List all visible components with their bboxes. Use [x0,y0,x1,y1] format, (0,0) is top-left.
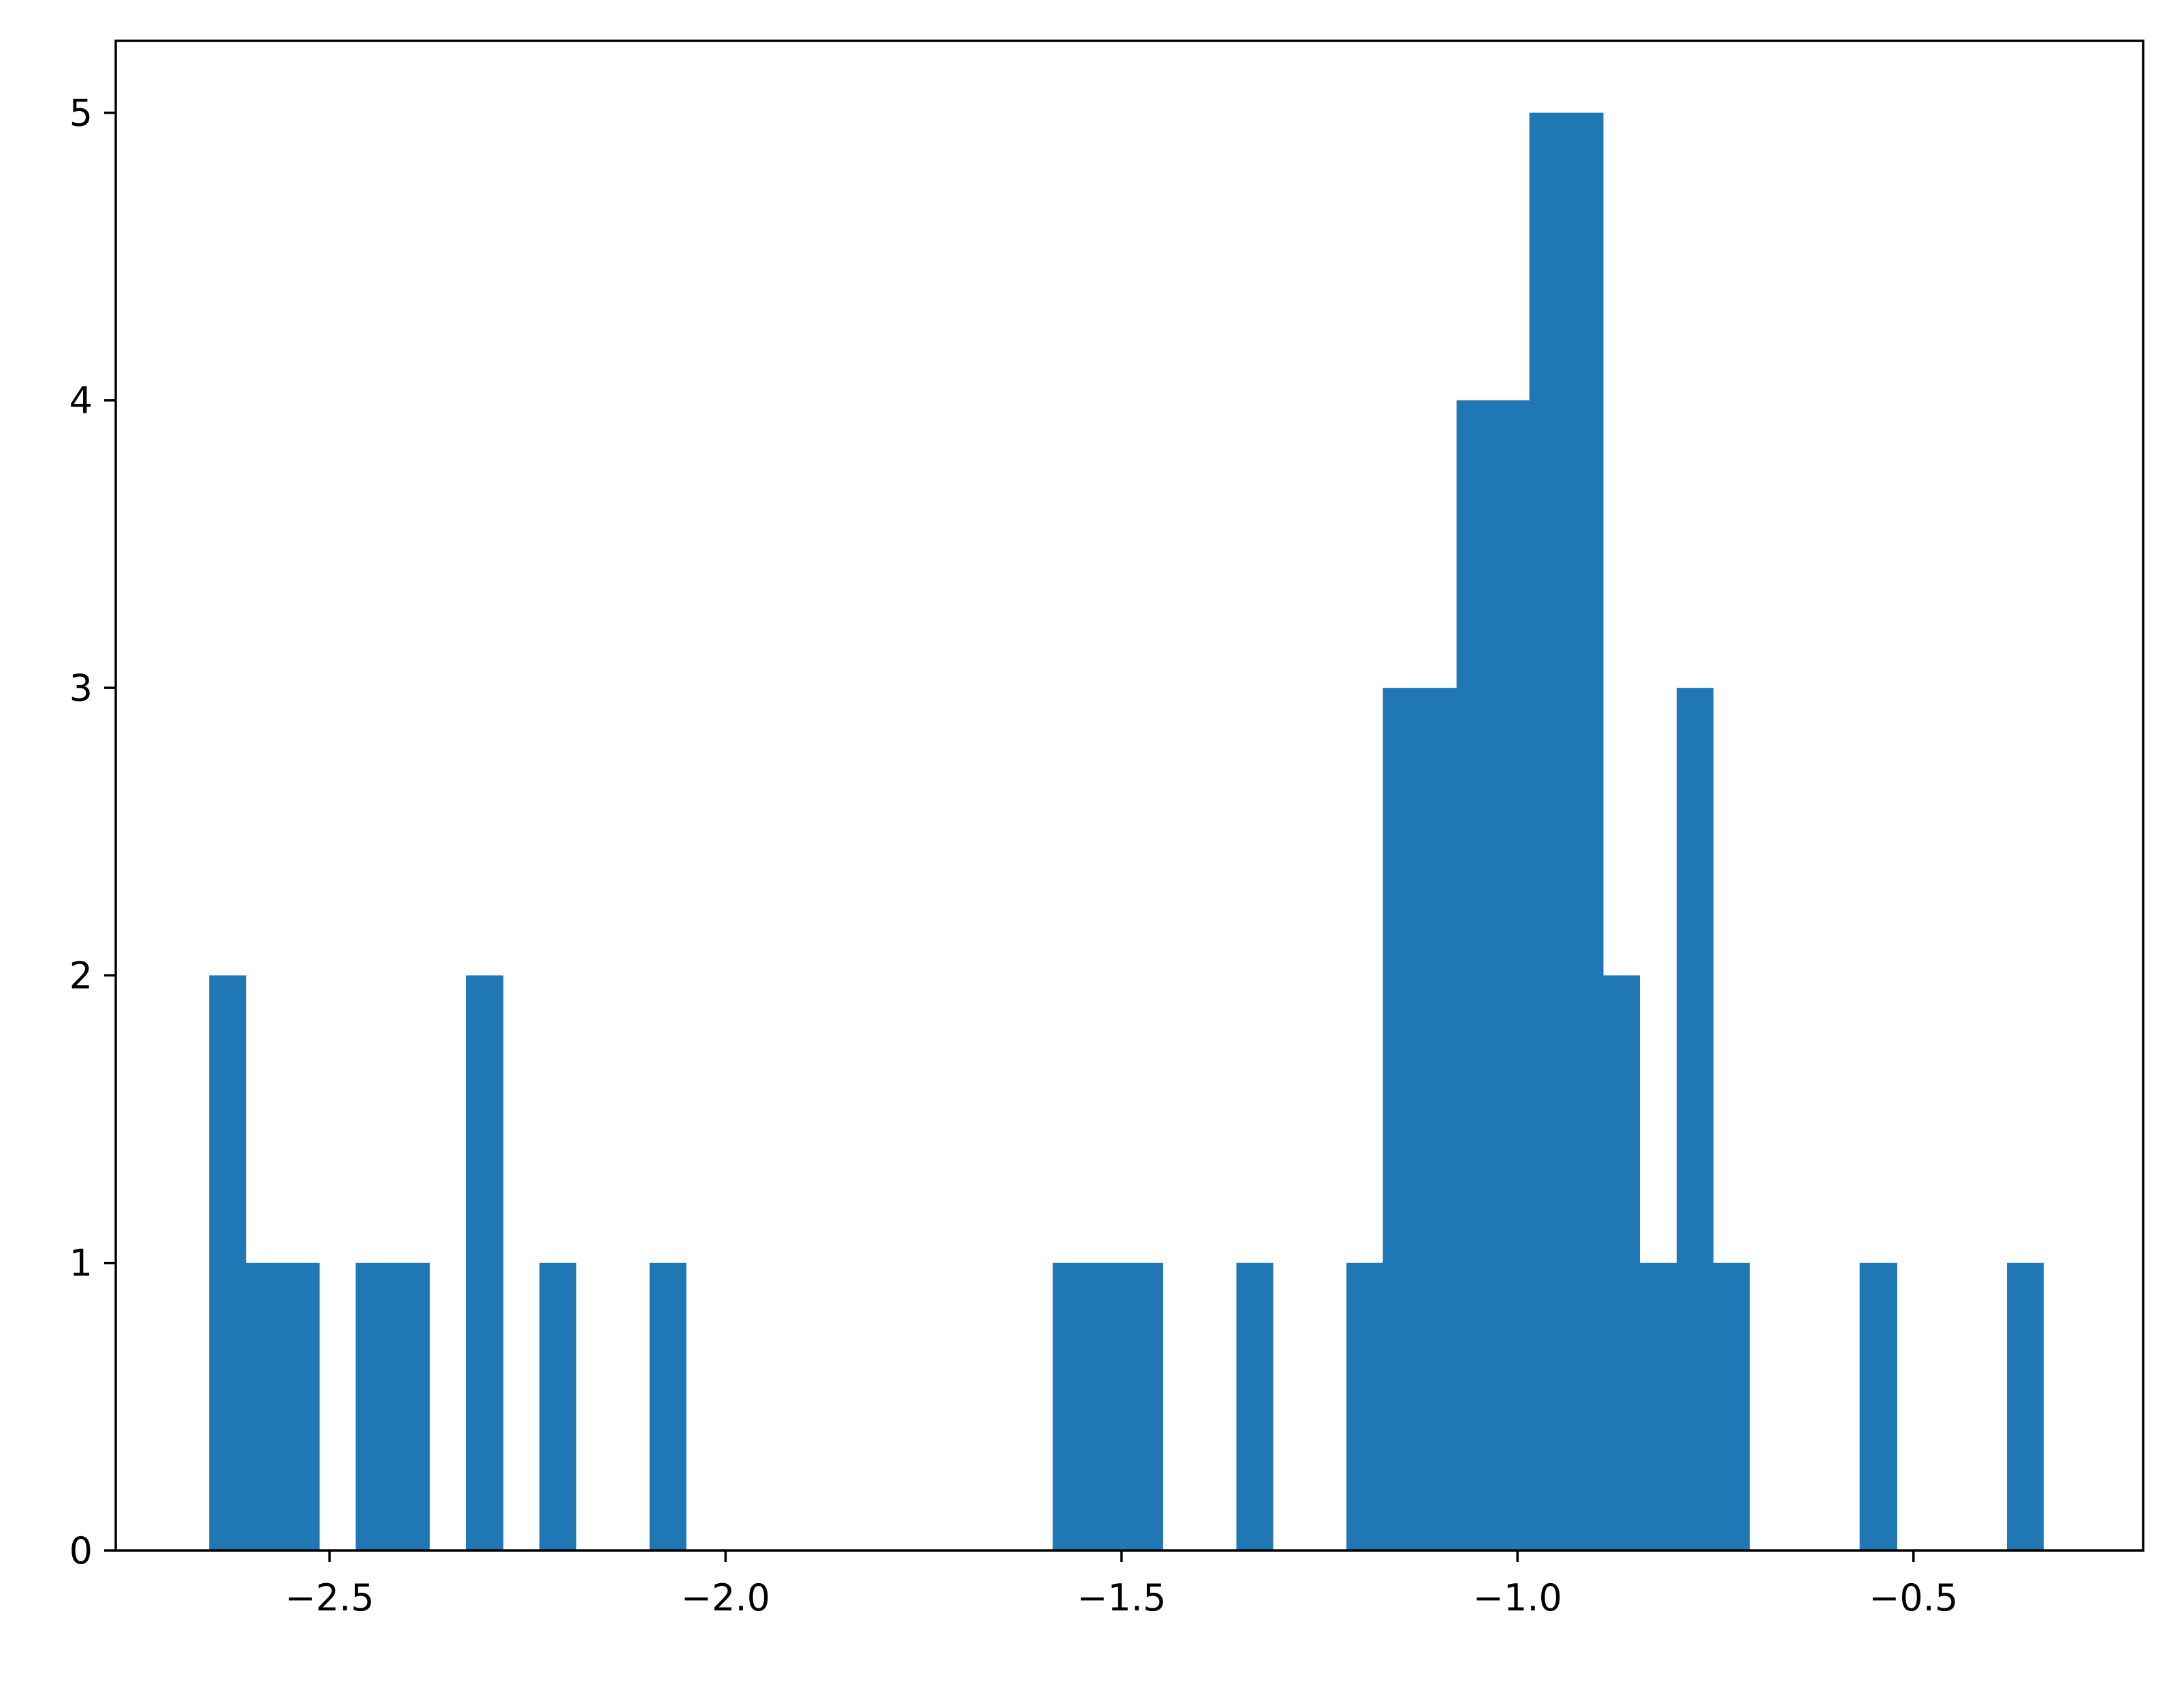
x-tick-label: −2.5 [285,1576,374,1619]
x-axis-ticks: −2.5 −2.0 −1.5 −1.0 −0.5 [285,1550,1958,1619]
histogram-bar [1713,1262,1750,1550]
histogram-bar [1493,400,1530,1550]
histogram-bar [1419,688,1457,1551]
histogram-bar [355,1262,394,1550]
histogram-bar [283,1262,320,1550]
histogram-bar [465,975,504,1550]
y-tick-label: 0 [69,1529,93,1572]
y-tick-label: 4 [69,379,93,422]
histogram-bar [1529,112,1568,1550]
y-axis-ticks: 0 1 2 3 4 5 [69,92,116,1572]
histogram-bar [1677,688,1714,1551]
x-tick-label: −1.0 [1473,1576,1562,1619]
histogram-bar [1602,975,1641,1550]
x-tick-label: −0.5 [1869,1576,1958,1619]
histogram-bar [1456,400,1493,1550]
y-tick-label: 3 [69,667,93,710]
histogram-bar [1089,1262,1127,1550]
histogram-bar [649,1262,686,1550]
histogram-bar [1566,112,1604,1550]
histogram-bar [2006,1262,2044,1550]
y-tick-label: 1 [69,1242,93,1285]
x-tick-label: −2.0 [681,1576,770,1619]
x-tick-label: −1.5 [1077,1576,1166,1619]
y-tick-label: 2 [69,954,93,997]
histogram-bar [393,1262,430,1550]
histogram-bar [245,1262,283,1550]
histogram-bars [209,112,2044,1551]
plot-frame [114,39,2145,1552]
histogram-bar [1126,1262,1163,1550]
histogram-bar [1052,1262,1090,1550]
histogram-bar [1382,688,1420,1551]
histogram-bar [1346,1262,1384,1550]
y-tick-label: 5 [69,92,93,135]
histogram-bar [539,1262,577,1550]
histogram-bar [1639,1262,1677,1550]
histogram-bar [1859,1262,1897,1550]
histogram-bar [209,975,247,1550]
histogram-bar [1236,1262,1273,1550]
